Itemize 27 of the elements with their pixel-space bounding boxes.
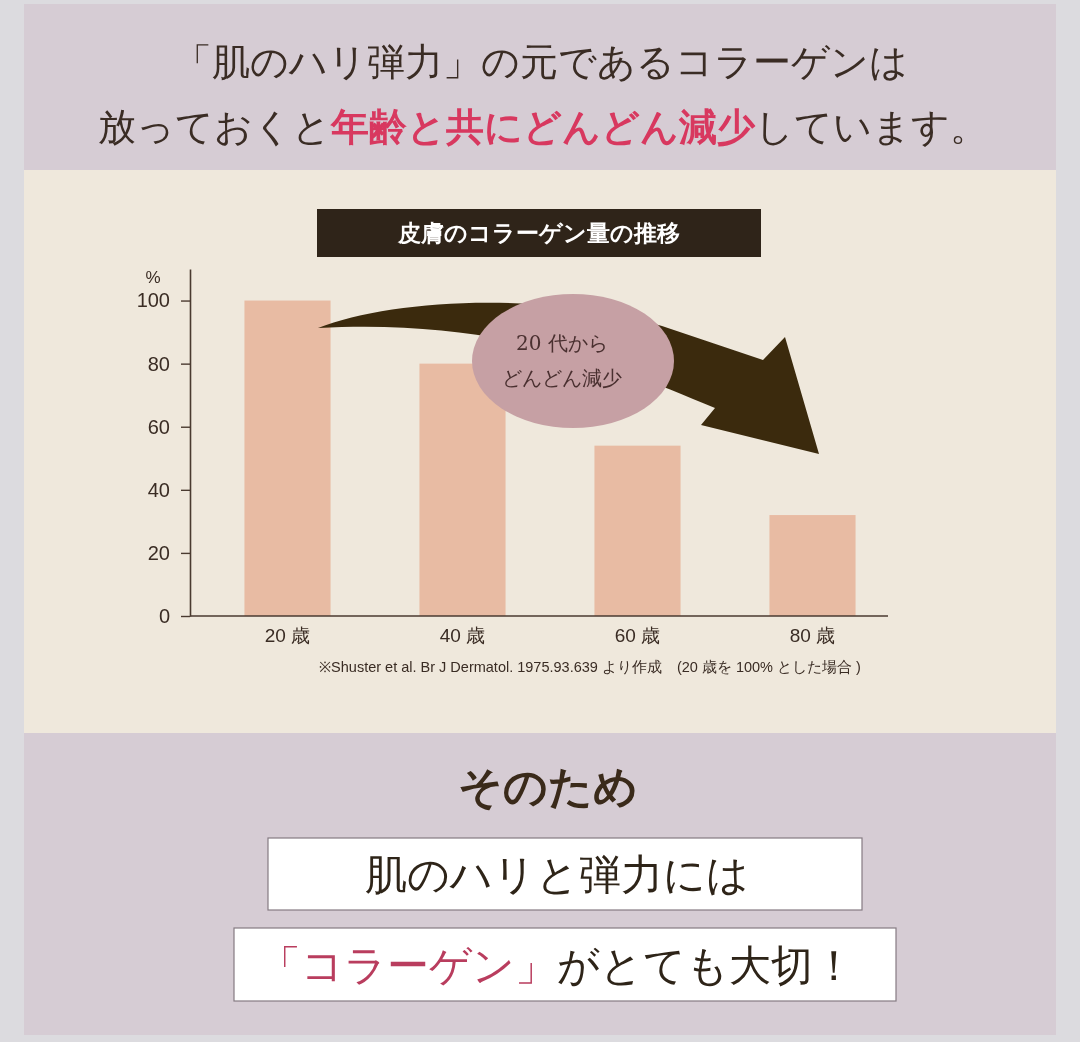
y-tick-label: 20 (147, 541, 170, 564)
y-tick-label: 0 (158, 604, 170, 627)
y-axis-title: % (145, 267, 161, 287)
bar (244, 300, 331, 616)
text: 年齢と共にどんどん減少 (330, 105, 756, 149)
x-tick-label: 40 歳 (439, 625, 486, 647)
annotation: どんどん減少 (502, 366, 622, 390)
bar (769, 515, 856, 616)
text: 「肌のハリ弾力」の元であるコラーゲンは (174, 40, 908, 84)
text: 肌のハリと弾力には (365, 849, 749, 899)
text: そのため (458, 760, 638, 812)
y-tick-label: 40 (147, 478, 170, 501)
chart-title: 皮膚のコラーゲン量の推移 (397, 220, 680, 246)
x-tick-label: 60 歳 (614, 625, 661, 647)
bar (594, 445, 681, 616)
text: 「コラーゲン」 (259, 940, 557, 990)
text: 放っておくと (98, 105, 331, 149)
x-tick-label: 80 歳 (789, 625, 836, 647)
annotation: 20 代から (516, 331, 608, 355)
y-tick-label: 100 (136, 289, 170, 312)
x-tick-label: 20 歳 (264, 625, 311, 647)
y-tick-label: 80 (147, 352, 170, 375)
text: しています。 (755, 105, 988, 149)
y-tick-label: 60 (147, 415, 170, 438)
text: がとても大切！ (557, 940, 855, 990)
text: ※Shuster et al. Br J Dermatol. 1975.93.639 より作成 (20 歳を 100% とした場合 ) (319, 659, 861, 675)
bar (419, 363, 506, 616)
